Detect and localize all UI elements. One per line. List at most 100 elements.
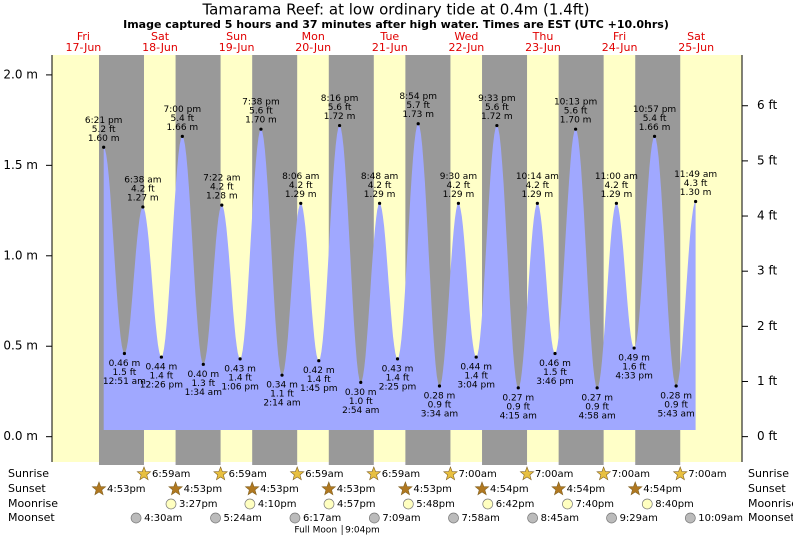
day-date: 18-Jun — [142, 41, 178, 54]
sun-icon — [168, 481, 184, 496]
tide-point — [102, 145, 106, 149]
tide-label: 4:15 am — [500, 411, 537, 421]
tide-label: 8:16 pm — [321, 94, 359, 104]
tide-label: 0.49 m — [618, 354, 650, 364]
day-name: Fri — [613, 30, 626, 43]
tide-label: 1.29 m — [522, 190, 554, 200]
sunrise-time: 6:59am — [152, 469, 190, 480]
tide-label: 0.27 m — [581, 393, 613, 403]
row-label-right: Sunset — [748, 482, 786, 495]
tide-label: 4:58 am — [578, 411, 615, 421]
tide-label: 0.40 m — [187, 370, 219, 380]
tide-point — [280, 373, 284, 377]
y2-tick-label: 2 ft — [757, 319, 777, 333]
tide-label: 1.1 ft — [270, 390, 294, 400]
tide-label: 1.66 m — [167, 123, 199, 133]
tide-label: 3:46 pm — [536, 377, 574, 387]
moonrise-icon — [244, 498, 256, 510]
tide-label: 4.2 ft — [289, 181, 313, 191]
tide-label: 0.9 ft — [428, 401, 452, 411]
tide-label: 11:00 am — [595, 172, 638, 182]
tide-label: 1.66 m — [639, 123, 671, 133]
tide-label: 4.2 ft — [605, 181, 629, 191]
chart-title: Tamarama Reef: at low ordinary tide at 0… — [202, 1, 590, 19]
day-date: 20-Jun — [295, 41, 331, 54]
tide-point — [337, 123, 342, 128]
y2-tick-label: 1 ft — [757, 374, 777, 388]
row-label-right: Moonrise — [748, 497, 793, 510]
tide-label: 1.4 ft — [228, 373, 252, 383]
tide-label: 10:57 pm — [633, 105, 676, 115]
sunrise-time: 6:59am — [305, 469, 343, 480]
day-date: 23-Jun — [525, 41, 561, 54]
moonset-icon — [448, 512, 459, 524]
row-label: Sunset — [8, 482, 46, 495]
sun-icon — [551, 481, 567, 496]
tide-label: 12:51 am — [103, 377, 146, 387]
sunset-time: 4:53pm — [337, 484, 376, 495]
sun-icon — [289, 466, 305, 481]
day-name: Sat — [151, 30, 170, 43]
sunset-time: 4:54pm — [490, 484, 529, 495]
tide-point — [259, 127, 263, 131]
moonrise-icon — [562, 498, 573, 510]
tide-point — [395, 357, 400, 361]
sunset-time: 4:54pm — [643, 484, 682, 495]
tide-label: 1.3 ft — [191, 379, 215, 389]
tide-label: 5.6 ft — [249, 107, 273, 117]
day-name: Sat — [687, 30, 706, 43]
tide-label: 4.2 ft — [131, 184, 155, 194]
tide-label: 0.9 ft — [506, 402, 530, 412]
day-date: 17-Jun — [66, 41, 102, 54]
sunrise-time: 7:00am — [535, 469, 573, 480]
tide-label: 9:33 pm — [478, 94, 516, 104]
tide-label: 1.27 m — [127, 193, 159, 203]
tide-label: 7:22 am — [203, 174, 240, 184]
tide-label: 5.6 ft — [564, 107, 588, 117]
sun-icon — [672, 466, 688, 481]
tide-label: 1.72 m — [324, 112, 356, 122]
tide-label: 4.2 ft — [210, 183, 234, 193]
tide-label: 1.4 ft — [464, 372, 488, 382]
row-label: Sunrise — [8, 467, 49, 480]
y2-tick-label: 6 ft — [757, 98, 777, 112]
row-label-right: Moonset — [748, 511, 793, 524]
tide-label: 5.7 ft — [406, 101, 430, 111]
tide-label: 0.28 m — [660, 392, 692, 402]
sunrise-time: 6:59am — [382, 469, 420, 480]
tide-point — [553, 351, 557, 356]
moonrise-time: 8:40pm — [655, 499, 694, 510]
tide-label: 5.6 ft — [485, 103, 509, 113]
tide-point — [595, 386, 599, 390]
tide-label: 1.5 ft — [113, 368, 137, 378]
y-tick-label: 1.0 m — [3, 248, 38, 262]
moonrise-icon — [165, 498, 177, 510]
tide-label: 12:26 pm — [140, 381, 183, 391]
tide-point — [495, 123, 499, 128]
tide-label: 0.42 m — [303, 366, 335, 376]
moonrise-time: 3:27pm — [179, 499, 218, 510]
day-name: Tue — [379, 30, 399, 43]
tide-label: 1.60 m — [88, 134, 120, 144]
tide-point — [437, 384, 442, 388]
moonset-time: 9:29am — [620, 513, 658, 524]
day-date: 21-Jun — [372, 41, 408, 54]
tide-point — [474, 355, 478, 359]
tide-label: 1.5 ft — [543, 368, 567, 378]
sun-icon — [397, 481, 413, 496]
day-name: Sun — [226, 30, 247, 43]
tide-point — [632, 346, 636, 350]
moonset-time: 10:09am — [698, 513, 743, 524]
tide-label: 1.30 m — [680, 188, 712, 198]
sun-icon — [627, 481, 643, 496]
tide-point — [516, 386, 520, 390]
sun-icon — [596, 466, 612, 481]
sun-icon — [321, 481, 337, 496]
tide-label: 0.46 m — [109, 359, 141, 369]
tide-label: 5.6 ft — [328, 103, 352, 113]
moonset-icon — [606, 512, 617, 524]
day-name: Mon — [302, 30, 325, 43]
tide-label: 5.4 ft — [170, 114, 194, 124]
tide-label: 5.2 ft — [92, 125, 116, 135]
sunrise-time: 7:00am — [688, 469, 726, 480]
